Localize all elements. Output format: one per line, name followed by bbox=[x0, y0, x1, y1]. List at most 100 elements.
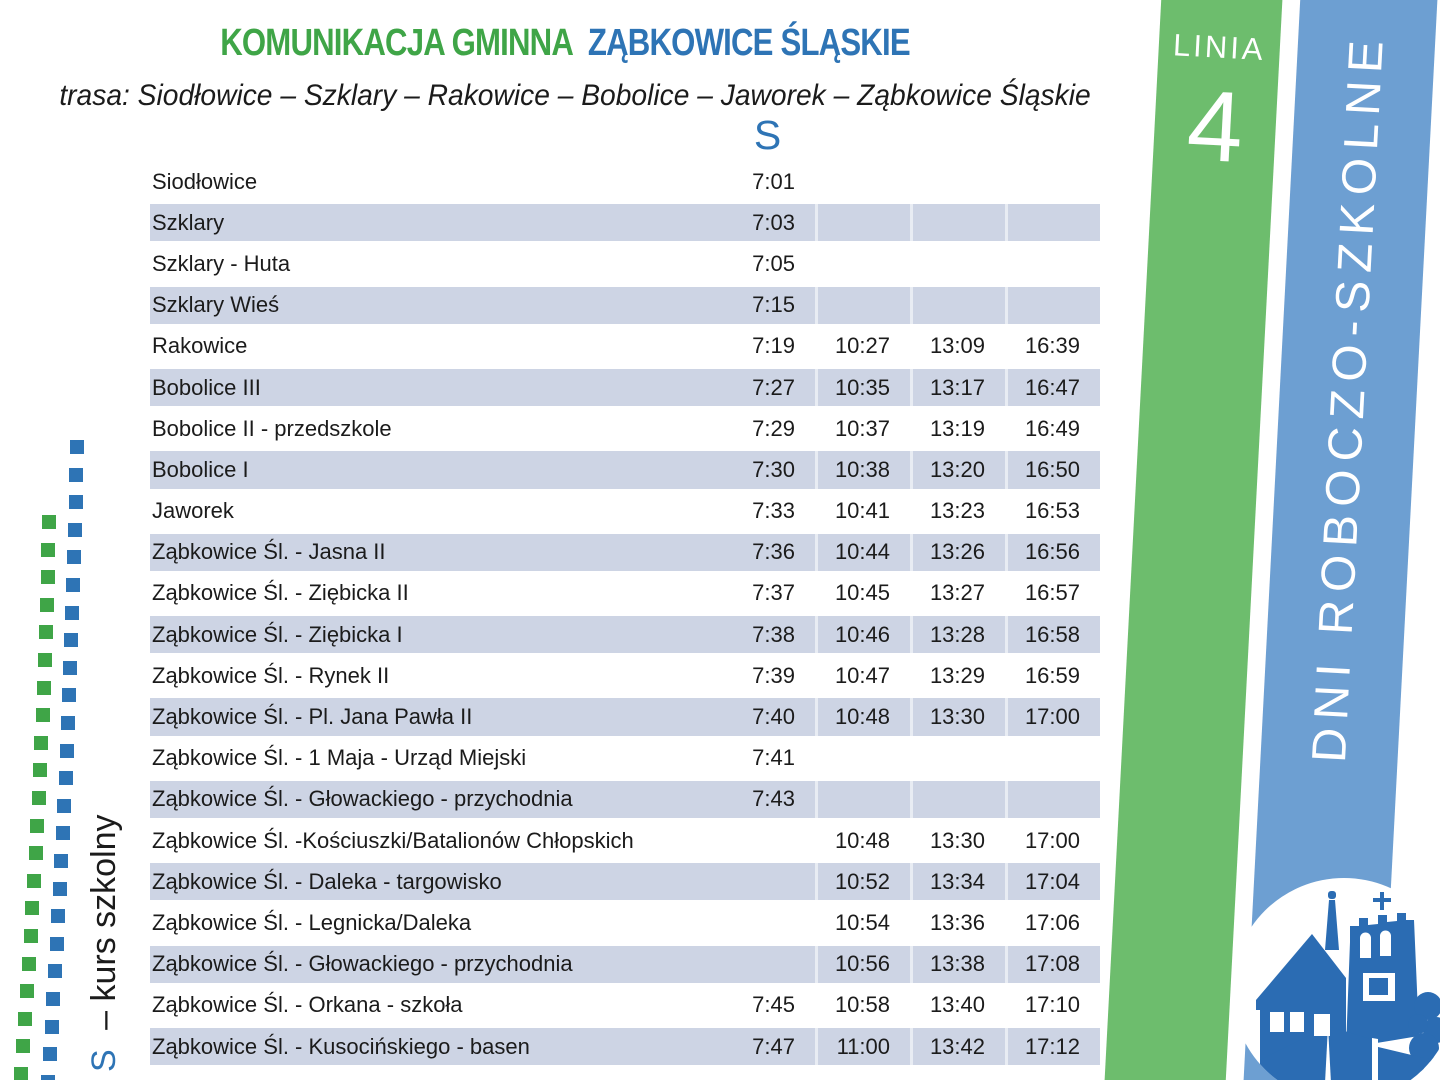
page-title-blue: ZĄBKOWICE ŚLĄSKIE bbox=[587, 22, 911, 64]
deco-square-blue bbox=[55, 826, 70, 841]
time-cell: 10:46 bbox=[815, 616, 910, 654]
table-row: Jaworek 7:33 10:41 13:23 16:53 bbox=[150, 491, 1100, 532]
time-cell: 16:49 bbox=[1024, 415, 1080, 441]
time-cell: 7:39 bbox=[752, 662, 795, 688]
deco-square-blue bbox=[64, 633, 79, 648]
deco-square-green bbox=[17, 1011, 32, 1026]
time-cell: 7:41 bbox=[752, 745, 795, 771]
time-cell bbox=[910, 780, 1005, 818]
time-cell: 13:27 bbox=[929, 580, 985, 606]
line-badge-label: LINIA bbox=[1172, 27, 1267, 68]
page-title-green: KOMUNIKACJA GMINNA bbox=[220, 22, 572, 64]
deco-square-green bbox=[33, 763, 48, 778]
deco-square-green bbox=[34, 735, 49, 750]
time-cell: 7:45 bbox=[752, 992, 795, 1018]
time-cell: 7:03 bbox=[752, 209, 795, 235]
time-cell: 13:30 bbox=[929, 827, 985, 853]
time-cell: 16:58 bbox=[1005, 616, 1100, 654]
time-cell: 10:52 bbox=[815, 863, 910, 901]
time-cell: 13:17 bbox=[910, 368, 1005, 407]
time-cell: 7:38 bbox=[752, 621, 795, 647]
deco-square-blue bbox=[70, 440, 84, 454]
time-cell: 13:19 bbox=[929, 415, 985, 441]
time-cell bbox=[815, 738, 910, 779]
table-row: Ząbkowice Śl. - 1 Maja - Urząd Miejski 7:… bbox=[150, 738, 1100, 779]
stop-name: Szklary - Huta bbox=[152, 250, 291, 276]
deco-square-blue bbox=[67, 550, 82, 565]
stop-name: Szklary Wieś bbox=[152, 292, 280, 318]
stop-name: Ząbkowice Śl. - 1 Maja - Urząd Miejski bbox=[152, 745, 527, 771]
stop-name: Ząbkowice Śl. - Orkana - szkoła bbox=[152, 992, 463, 1018]
time-cell: 7:36 bbox=[752, 539, 795, 565]
town-logo-icon bbox=[1256, 891, 1440, 1080]
deco-square-blue bbox=[69, 467, 84, 482]
time-cell: 13:26 bbox=[910, 533, 1005, 571]
stop-name: Bobolice III bbox=[152, 374, 261, 400]
time-cell: 17:10 bbox=[1024, 992, 1080, 1018]
table-row: Bobolice III 7:27 10:35 13:17 16:47 bbox=[150, 367, 1100, 408]
time-cell: 11:00 bbox=[815, 1027, 910, 1066]
time-cell: 13:23 bbox=[929, 498, 985, 524]
time-cell: 16:57 bbox=[1024, 580, 1080, 606]
time-cell: 10:54 bbox=[834, 909, 890, 935]
time-cell: 7:47 bbox=[752, 1033, 795, 1059]
deco-square-green bbox=[27, 873, 42, 888]
stop-name: Ząbkowice Śl. - Głowackiego - przychodni… bbox=[152, 951, 573, 977]
time-cell bbox=[910, 161, 1005, 202]
line-badge-number: 4 bbox=[1184, 69, 1246, 184]
stop-name: Ząbkowice Śl. - Głowackiego - przychodni… bbox=[152, 786, 573, 812]
deco-square-green bbox=[23, 929, 38, 943]
table-row: Ząbkowice Śl. - Ziębicka I 7:38 10:46 13:28… bbox=[150, 614, 1100, 655]
stop-name: Jaworek bbox=[152, 498, 234, 524]
table-row: Ząbkowice Śl. - Daleka - targowisko 10:52… bbox=[150, 861, 1100, 902]
deco-square-blue bbox=[42, 1047, 57, 1062]
time-cell: 10:44 bbox=[815, 533, 910, 571]
deco-square-blue bbox=[62, 688, 77, 703]
deco-square-blue bbox=[40, 1074, 55, 1080]
stop-name: Bobolice II - przedszkole bbox=[152, 415, 392, 441]
time-cell: 7:05 bbox=[752, 250, 795, 276]
time-cell: 10:37 bbox=[834, 415, 890, 441]
deco-square-green bbox=[19, 984, 34, 999]
stop-name: Ząbkowice Śl. - Pl. Jana Pawła II bbox=[152, 704, 473, 730]
deco-square-green bbox=[36, 680, 51, 695]
deco-square-blue bbox=[52, 881, 67, 896]
deco-square-green bbox=[13, 1067, 28, 1080]
time-cell: 7:30 bbox=[752, 456, 795, 482]
stop-name: Ząbkowice Śl. - Legnicka/Daleka bbox=[152, 909, 472, 935]
stop-name: Ząbkowice Śl. -Kościuszki/Batalionów Chł… bbox=[152, 827, 634, 853]
deco-square-blue bbox=[67, 522, 82, 537]
deco-square-green bbox=[35, 708, 50, 723]
table-row: Szklary Wieś 7:15 bbox=[150, 285, 1100, 326]
table-row: Ząbkowice Śl. -Kościuszki/Batalionów Chł… bbox=[150, 820, 1100, 861]
stop-name: Siodłowice bbox=[152, 168, 258, 194]
deco-square-green bbox=[41, 542, 56, 557]
deco-square-blue bbox=[68, 495, 83, 510]
table-row: Szklary - Huta 7:05 bbox=[150, 243, 1100, 284]
time-cell bbox=[1005, 780, 1100, 818]
table-row: Ząbkowice Śl. - Głowackiego - przychodni… bbox=[150, 944, 1100, 985]
time-cell: 13:30 bbox=[910, 698, 1005, 736]
time-cell: 7:29 bbox=[752, 415, 795, 441]
time-cell: 13:42 bbox=[910, 1027, 1005, 1066]
deco-square-green bbox=[30, 818, 45, 833]
table-row: Ząbkowice Śl. - Pl. Jana Pawła II 7:40 10:… bbox=[150, 696, 1100, 737]
table-row: Ząbkowice Śl. - Ziębicka II 7:37 10:45 13:2… bbox=[150, 573, 1100, 614]
time-cell: 7:27 bbox=[752, 374, 795, 400]
timetable-table: Siodłowice 7:01 Szklary 7:03 Szklary - Huta 7… bbox=[150, 161, 1100, 1067]
deco-square-blue bbox=[66, 578, 81, 592]
deco-square-blue bbox=[54, 854, 69, 868]
time-cell: 13:36 bbox=[929, 909, 985, 935]
time-cell: 13:20 bbox=[910, 451, 1005, 489]
legend-text: – kurs szkolny bbox=[85, 814, 123, 1030]
deco-square-blue bbox=[59, 743, 74, 758]
service-days-label: DNI ROBOCZO-SZKOLNE bbox=[1302, 31, 1394, 764]
stop-name: Ząbkowice Śl. - Rynek II bbox=[152, 662, 390, 688]
deco-square-green bbox=[42, 515, 56, 529]
table-row: Ząbkowice Śl. - Głowackiego - przychodni… bbox=[150, 779, 1100, 820]
time-cell bbox=[720, 902, 815, 943]
deco-square-green bbox=[25, 901, 40, 916]
table-row: Ząbkowice Śl. - Rynek II 7:39 10:47 13:29 16… bbox=[150, 655, 1100, 696]
time-cell: 7:43 bbox=[752, 786, 795, 812]
time-cell: 13:38 bbox=[910, 945, 1005, 983]
